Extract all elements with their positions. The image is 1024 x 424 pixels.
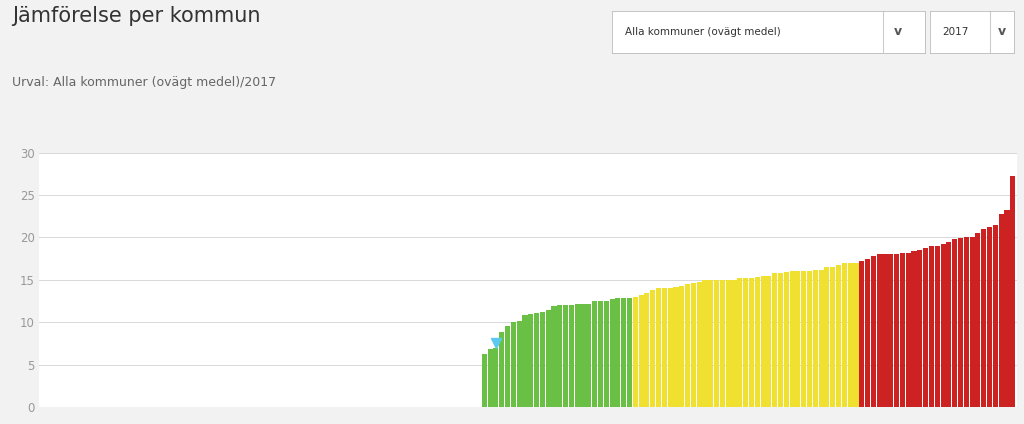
Bar <box>552 306 557 407</box>
Bar <box>761 276 766 407</box>
Bar <box>970 237 975 407</box>
Bar <box>662 288 667 407</box>
Bar <box>535 313 540 407</box>
Bar <box>702 280 708 407</box>
Bar <box>505 326 510 407</box>
Bar <box>801 271 806 407</box>
Bar <box>894 254 899 407</box>
Bar <box>639 295 644 407</box>
Bar <box>836 265 841 407</box>
Bar <box>778 273 783 407</box>
Bar <box>940 244 945 407</box>
Bar <box>644 293 649 407</box>
Bar <box>696 282 701 407</box>
Bar <box>813 270 818 407</box>
Bar <box>494 348 499 407</box>
Bar <box>622 298 627 407</box>
Bar <box>615 298 621 407</box>
Bar <box>877 254 882 407</box>
Bar <box>598 301 603 407</box>
Bar <box>853 263 858 407</box>
Bar <box>766 276 771 407</box>
Bar <box>487 349 493 407</box>
Bar <box>981 229 986 407</box>
Bar <box>842 263 847 407</box>
Bar <box>668 288 673 407</box>
Bar <box>546 310 551 407</box>
Bar <box>807 271 812 407</box>
Bar <box>627 298 632 407</box>
Bar <box>633 297 638 407</box>
Bar <box>1011 176 1016 407</box>
Bar <box>731 280 736 407</box>
Bar <box>650 290 655 407</box>
Text: Alla kommuner (ovägt medel): Alla kommuner (ovägt medel) <box>625 27 780 37</box>
Bar <box>656 288 662 407</box>
Bar <box>859 261 864 407</box>
Bar <box>993 225 998 407</box>
Bar <box>865 259 870 407</box>
Bar <box>946 242 951 407</box>
Bar <box>737 278 742 407</box>
Bar <box>883 254 888 407</box>
Bar <box>714 280 719 407</box>
Bar <box>905 253 910 407</box>
Bar <box>574 304 580 407</box>
Bar <box>691 283 696 407</box>
Bar <box>726 280 731 407</box>
Bar <box>749 278 754 407</box>
Text: Urval: Alla kommuner (ovägt medel)/2017: Urval: Alla kommuner (ovägt medel)/2017 <box>12 76 276 89</box>
Bar <box>783 272 788 407</box>
Bar <box>516 321 521 407</box>
Bar <box>557 305 562 407</box>
Bar <box>674 287 679 407</box>
Bar <box>1005 210 1010 407</box>
Bar <box>604 301 609 407</box>
Bar <box>592 301 597 407</box>
Bar <box>824 267 829 407</box>
Bar <box>976 233 980 407</box>
Bar <box>796 271 801 407</box>
Bar <box>918 250 923 407</box>
Bar <box>790 271 795 407</box>
Bar <box>987 227 992 407</box>
Bar <box>929 246 934 407</box>
Bar <box>685 284 690 407</box>
Bar <box>772 273 777 407</box>
Bar <box>964 237 969 407</box>
Bar <box>952 239 957 407</box>
Bar <box>830 267 836 407</box>
Bar <box>923 248 928 407</box>
Bar <box>563 305 568 407</box>
Text: 2017: 2017 <box>942 27 969 37</box>
Text: v: v <box>998 25 1006 38</box>
Bar <box>522 315 527 407</box>
Bar <box>528 314 534 407</box>
Bar <box>540 312 545 407</box>
Bar <box>848 263 853 407</box>
Bar <box>900 253 905 407</box>
Text: Jämförelse per kommun: Jämförelse per kommun <box>12 6 261 26</box>
Bar <box>720 280 725 407</box>
Bar <box>709 280 714 407</box>
Bar <box>755 277 760 407</box>
Bar <box>481 354 486 407</box>
Bar <box>998 214 1004 407</box>
Bar <box>511 322 516 407</box>
Bar <box>679 286 684 407</box>
Bar <box>935 246 940 407</box>
Bar <box>818 270 823 407</box>
Bar <box>587 304 592 407</box>
Bar <box>499 332 504 407</box>
Bar <box>957 238 963 407</box>
Bar <box>569 305 574 407</box>
Text: v: v <box>894 25 902 38</box>
Bar <box>609 299 614 407</box>
Bar <box>743 278 749 407</box>
Bar <box>911 251 916 407</box>
Bar <box>581 304 586 407</box>
Bar <box>870 256 876 407</box>
Bar <box>888 254 893 407</box>
